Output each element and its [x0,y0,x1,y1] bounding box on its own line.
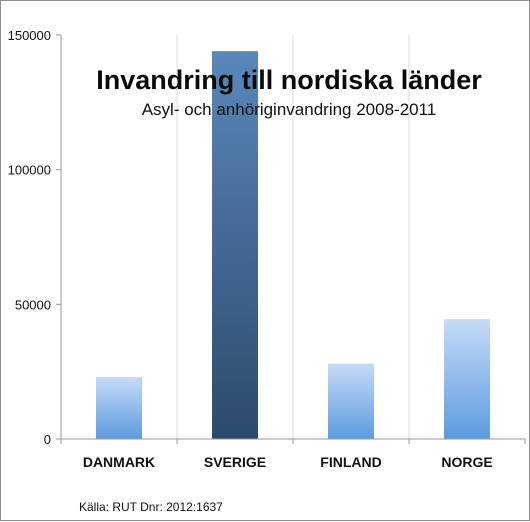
x-category-label: FINLAND [320,454,381,470]
grid-layer [176,35,410,439]
bar-danmark [96,377,142,439]
y-tick-label: 50000 [15,297,51,312]
source-note: Källa: RUT Dnr: 2012:1637 [79,500,223,514]
y-tick-label: 0 [44,432,51,447]
y-tick-label: 150000 [8,28,51,43]
chart-title: Invandring till nordiska länder [96,65,482,95]
bar-layer [96,51,490,439]
x-category-label: NORGE [441,454,492,470]
x-category-label: DANMARK [83,454,155,470]
bar-norge [444,319,490,439]
y-tick-label: 100000 [8,163,51,178]
x-category-label: SVERIGE [204,454,266,470]
bar-sverige [212,51,258,439]
axis-layer: 0 50000 100000 150000 DANMARK SVERIGE FINLAND N… [8,28,526,470]
chart-subtitle: Asyl- och anhöriginvandring 2008-2011 [142,100,437,119]
bar-finland [328,363,374,439]
